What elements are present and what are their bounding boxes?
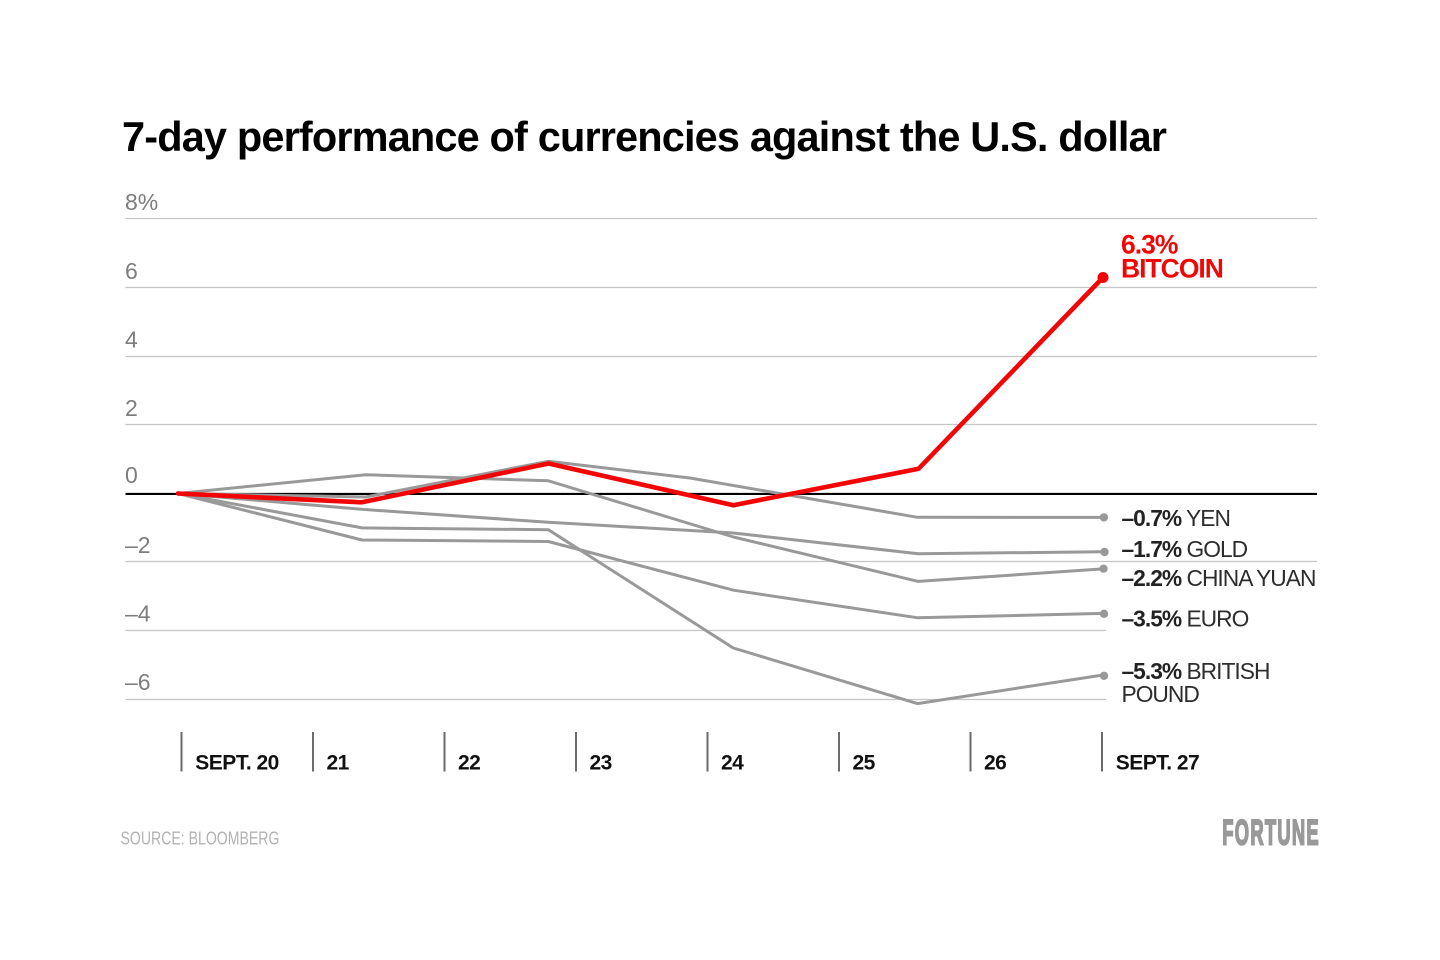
- svg-text:7-day performance of currencie: 7-day performance of currencies against …: [122, 113, 1167, 160]
- svg-text:2: 2: [125, 395, 138, 421]
- svg-text:–1.7% GOLD: –1.7% GOLD: [1122, 536, 1248, 562]
- svg-text:–5.3% BRITISH: –5.3% BRITISH: [1122, 658, 1270, 684]
- svg-text:SEPT. 27: SEPT. 27: [1116, 752, 1200, 775]
- svg-text:6: 6: [125, 258, 138, 284]
- svg-text:–2: –2: [125, 532, 151, 558]
- svg-text:–0.7% YEN: –0.7% YEN: [1122, 505, 1230, 531]
- svg-text:23: 23: [590, 752, 612, 775]
- svg-text:BITCOIN: BITCOIN: [1121, 253, 1223, 283]
- svg-text:POUND: POUND: [1122, 681, 1200, 707]
- svg-text:6.3%: 6.3%: [1121, 229, 1178, 259]
- svg-text:0: 0: [125, 462, 138, 488]
- svg-text:–6: –6: [125, 669, 151, 695]
- svg-text:24: 24: [721, 752, 744, 775]
- svg-text:–2.2% CHINA YUAN: –2.2% CHINA YUAN: [1122, 565, 1316, 591]
- svg-text:26: 26: [984, 752, 1006, 775]
- svg-text:25: 25: [853, 752, 876, 775]
- svg-text:SOURCE: BLOOMBERG: SOURCE: BLOOMBERG: [121, 829, 280, 849]
- svg-text:22: 22: [458, 752, 480, 775]
- svg-text:4: 4: [125, 327, 138, 353]
- svg-text:–4: –4: [125, 601, 151, 627]
- svg-text:21: 21: [327, 752, 350, 775]
- svg-text:SEPT. 20: SEPT. 20: [195, 752, 279, 775]
- svg-text:–3.5% EURO: –3.5% EURO: [1122, 605, 1249, 631]
- svg-text:FORTUNE: FORTUNE: [1222, 813, 1320, 852]
- svg-text:8%: 8%: [125, 189, 158, 215]
